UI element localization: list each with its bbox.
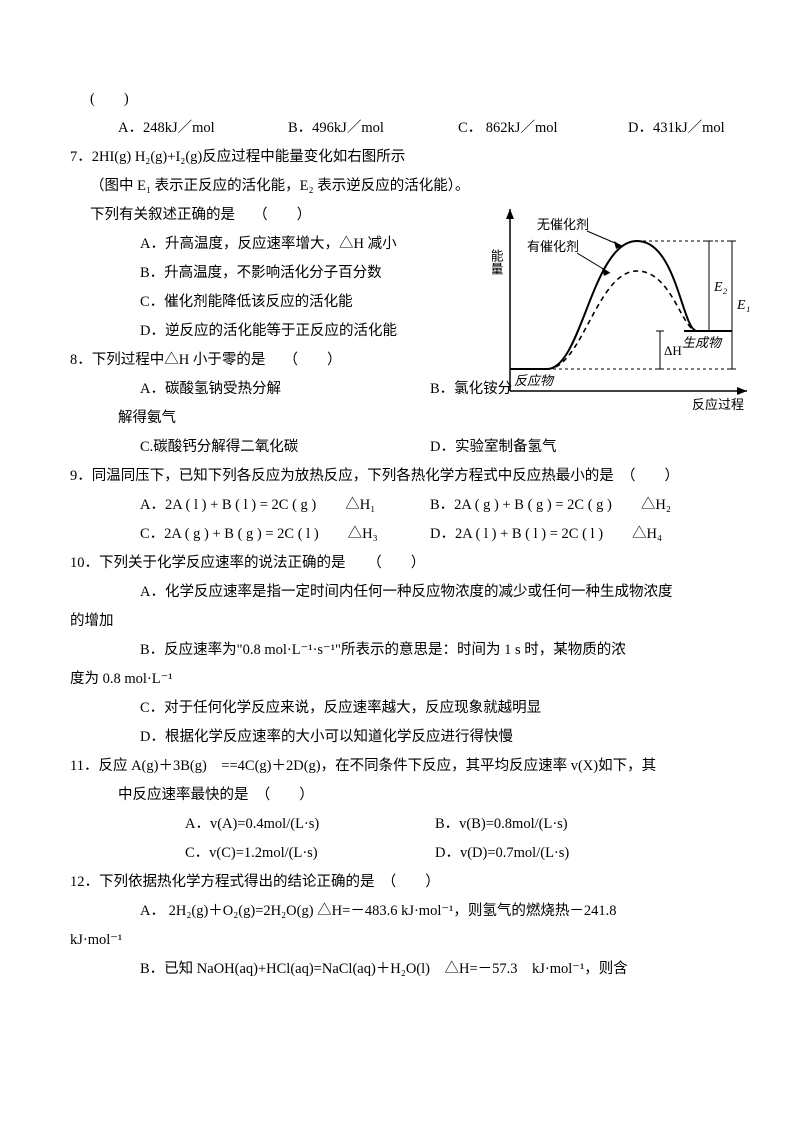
q11-opt-d: D．v(D)=0.7mol/(L·s) [435,839,569,868]
q9-opt-c: C．2A ( g ) + B ( g ) = 2C ( l ) △H₃ [140,520,430,549]
q11-opt-c: C．v(C)=1.2mol/(L·s) [185,839,435,868]
q8-opt-b2: 解得氨气 [70,404,740,433]
q8-opt-c: C.碳酸钙分解得二氧化碳 [140,433,430,462]
q7-stem-3: 下列有关叙述正确的是 （ ） [70,201,470,230]
q8-opt-a: A．碳酸氢钠受热分解 [140,375,430,404]
q8-row2: C.碳酸钙分解得二氧化碳 D．实验室制备氢气 [70,433,740,462]
q9-row2: C．2A ( g ) + B ( g ) = 2C ( l ) △H₃ D．2A… [70,520,740,549]
q6-opt-d: D．431kJ／mol [628,114,725,143]
q9-stem: 9．同温同压下，已知下列各反应为放热反应，下列各热化学方程式中反应热最小的是 （… [70,462,740,491]
svg-text:能量: 能量 [492,249,504,275]
q7-stem-1: 7．2HI(g) H₂(g)+I₂(g)反应过程中能量变化如右图所示 [70,143,740,172]
q9-opt-a: A．2A ( l ) + B ( l ) = 2C ( g ) △H₁ [140,491,430,520]
q10-opt-b1: B．反应速率为"0.8 mol·L⁻¹·s⁻¹"所表示的意思是：时间为 1 s … [70,636,740,665]
svg-text:E₂: E₂ [713,280,728,295]
q10-opt-c: C．对于任何化学反应来说，反应速率越大，反应现象就越明显 [70,694,740,723]
q6-opt-b: B．496kJ／mol [288,114,458,143]
q9-opt-b: B．2A ( g ) + B ( g ) = 2C ( g ) △H₂ [430,491,671,520]
q6-opt-a: A．248kJ／mol [118,114,288,143]
q8-row1: A．碳酸氢钠受热分解 B．氯化铵分 [70,375,740,404]
q6-opt-c: C． 862kJ／mol [458,114,628,143]
svg-text:无催化剂: 无催化剂 [537,217,589,232]
svg-text:E₁: E₁ [736,298,750,313]
q10-stem: 10．下列关于化学反应速率的说法正确的是 （ ） [70,549,740,578]
q11-opt-a: A．v(A)=0.4mol/(L·s) [185,810,435,839]
q11-stem-1: 11．反应 A(g)＋3B(g) ==4C(g)＋2D(g)，在不同条件下反应，… [70,752,740,781]
q9-opt-d: D．2A ( l ) + B ( l ) = 2C ( l ) △H₄ [430,520,662,549]
q11-opt-b: B．v(B)=0.8mol/(L·s) [435,810,568,839]
q8-opt-d: D．实验室制备氢气 [430,433,556,462]
q7-opt-a: A．升高温度，反应速率增大，△H 减小 [70,230,520,259]
q10-opt-d: D．根据化学反应速率的大小可以知道化学反应进行得快慢 [70,723,740,752]
q10-opt-a1: A．化学反应速率是指一定时间内任何一种反应物浓度的减少或任何一种生成物浓度 [70,578,740,607]
q12-opt-a1: A． 2H₂(g)＋O₂(g)=2H₂O(g) △H=－483.6 kJ·mol… [70,897,740,926]
svg-text:有催化剂: 有催化剂 [527,239,579,254]
q9-row1: A．2A ( l ) + B ( l ) = 2C ( g ) △H₁ B．2A… [70,491,740,520]
q7-opt-d: D．逆反应的活化能等于正反应的活化能 [70,317,520,346]
q12-stem: 12．下列依据热化学方程式得出的结论正确的是 （ ） [70,868,740,897]
q10-opt-a2: 的增加 [70,607,740,636]
q7-opt-b: B．升高温度，不影响活化分子百分数 [70,259,520,288]
q10-opt-b2: 度为 0.8 mol·L⁻¹ [70,665,740,694]
q11-row2: C．v(C)=1.2mol/(L·s) D．v(D)=0.7mol/(L·s) [70,839,740,868]
q12-opt-b: B．已知 NaOH(aq)+HCl(aq)=NaCl(aq)＋H₂O(l) △H… [70,955,740,984]
q6-paren: ( ) [70,85,740,114]
q11-row1: A．v(A)=0.4mol/(L·s) B．v(B)=0.8mol/(L·s) [70,810,740,839]
q12-opt-a2: kJ·mol⁻¹ [70,926,740,955]
q8-stem: 8．下列过程中△H 小于零的是 （ ） [70,346,740,375]
q7-stem-2: （图中 E₁ 表示正反应的活化能，E₂ 表示逆反应的活化能）。 [70,172,740,201]
q11-stem-2: 中反应速率最快的是 （ ） [70,781,740,810]
q8-opt-b: B．氯化铵分 [430,375,512,404]
q6-options: A．248kJ／mol B．496kJ／mol C． 862kJ／mol D．4… [70,114,740,143]
q7-opt-c: C．催化剂能降低该反应的活化能 [70,288,520,317]
